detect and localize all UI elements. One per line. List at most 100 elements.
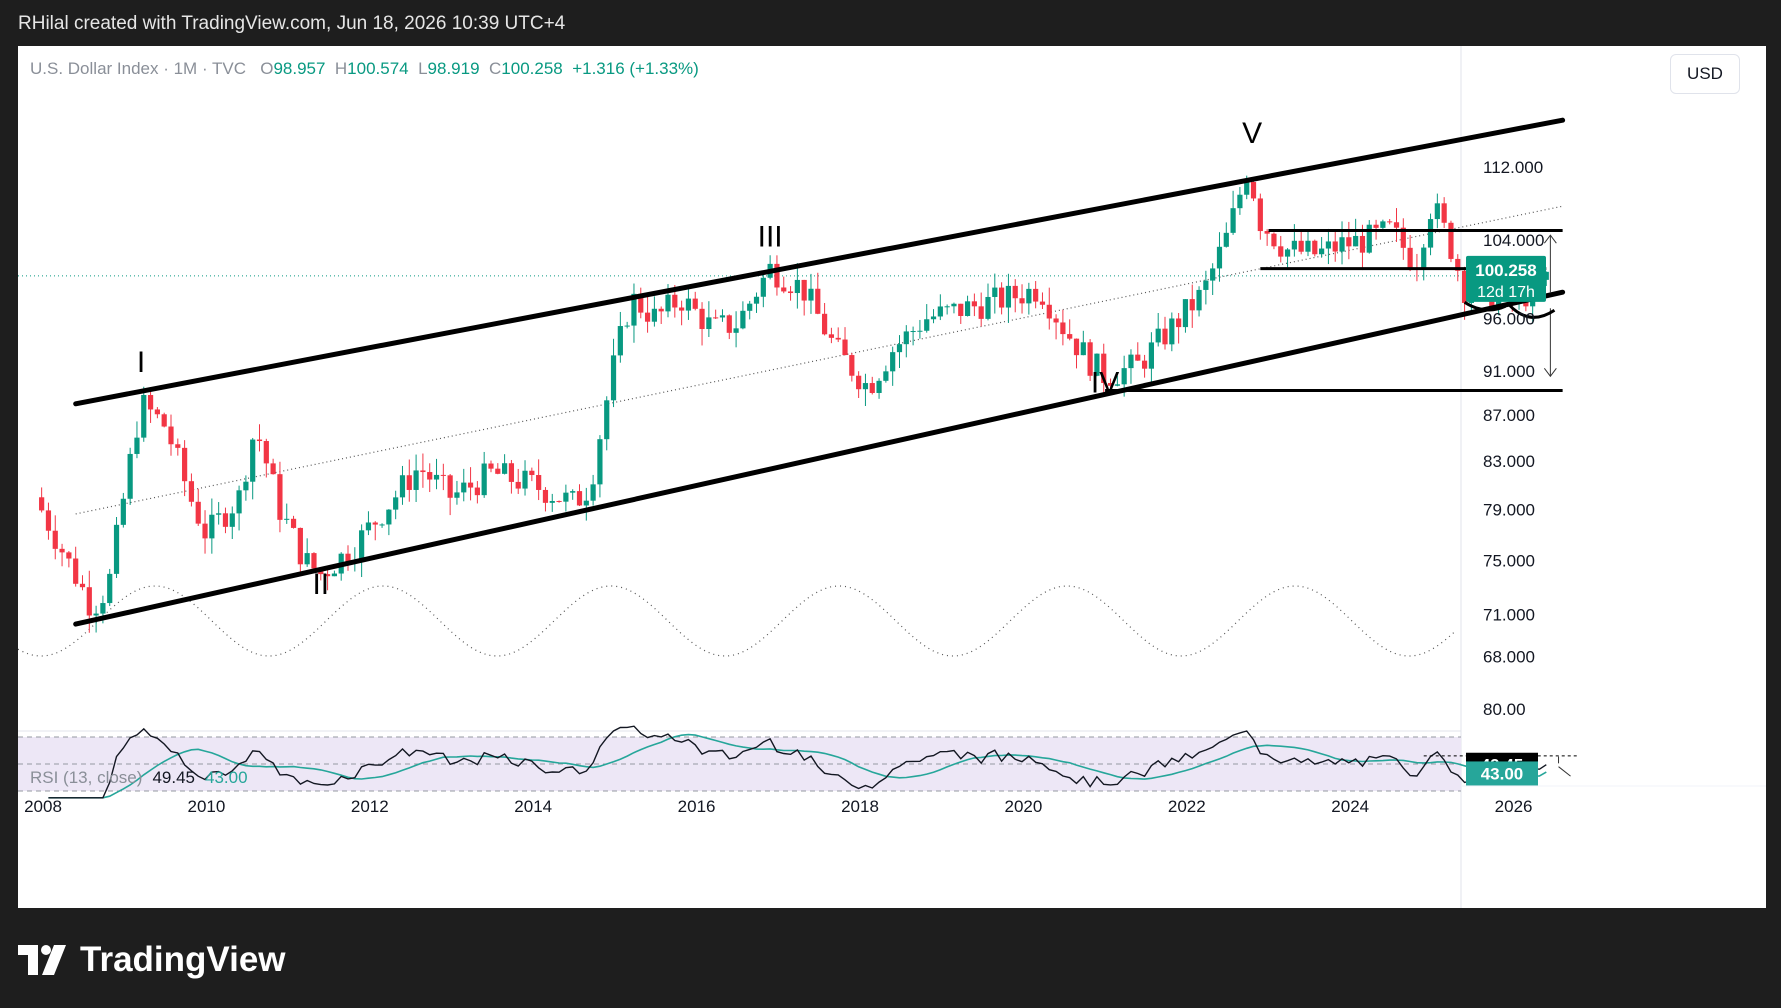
candle-body: [1155, 328, 1161, 343]
currency-button[interactable]: USD: [1670, 54, 1740, 94]
arrow-head-up: [1543, 234, 1557, 244]
candle-body: [175, 444, 181, 448]
candle-body: [978, 306, 984, 319]
candle-body: [154, 409, 160, 415]
candle-body: [324, 574, 331, 577]
candle-body: [270, 463, 276, 475]
candle-body: [910, 331, 916, 333]
candle-body: [1176, 318, 1182, 328]
candle-body: [1046, 304, 1052, 319]
candle-body: [740, 310, 746, 329]
candle-body: [372, 522, 378, 525]
candle-body: [570, 491, 576, 493]
open-value: 98.957: [273, 59, 326, 78]
candle-body: [1305, 240, 1311, 252]
candle-body: [1121, 368, 1127, 385]
candle-body: [1169, 318, 1175, 345]
candle-body: [713, 317, 719, 319]
candle-body: [168, 426, 174, 445]
candle-body: [1141, 360, 1148, 369]
candle-body: [1114, 384, 1120, 386]
candle-body: [222, 513, 229, 527]
symbol-legend: U.S. Dollar Index · 1M · TVC O98.957 H10…: [30, 59, 699, 79]
price-tag-value: 100.258: [1475, 261, 1536, 280]
low-label: L: [418, 59, 428, 78]
candle-body: [474, 487, 480, 496]
candle-body: [665, 294, 671, 312]
candle-body: [529, 470, 535, 476]
candle-body: [467, 482, 474, 488]
candle-body: [1291, 240, 1297, 250]
candle-body: [1380, 221, 1386, 228]
candle-body: [1332, 241, 1338, 252]
candle-body: [787, 291, 794, 294]
candle-body: [1441, 203, 1447, 223]
candle-body: [420, 470, 426, 473]
rsi-ma-tag: 43.00: [1481, 764, 1524, 783]
candle-body: [127, 453, 133, 499]
candle-body: [747, 303, 753, 311]
arc-left: [1463, 300, 1507, 312]
time-tick-label: 2026: [1495, 797, 1533, 816]
candle-body: [1461, 270, 1468, 303]
candle-body: [753, 296, 760, 304]
candle-body: [794, 279, 800, 294]
candle-body: [631, 293, 637, 326]
candle-body: [862, 383, 869, 390]
candle-body: [515, 481, 521, 489]
candle-body: [576, 491, 583, 506]
price-tick-label: 104.000: [1483, 231, 1544, 250]
time-tick-label: 2012: [351, 797, 389, 816]
candle-body: [719, 315, 726, 318]
candle-body: [1244, 181, 1250, 195]
candle-body: [1033, 288, 1039, 302]
candle-body: [100, 603, 106, 614]
candle-body: [406, 475, 412, 490]
candle-body: [1094, 353, 1100, 376]
candle-body: [502, 463, 508, 474]
candle-body: [1264, 231, 1270, 234]
candle-body: [597, 439, 603, 485]
candle-body: [1060, 322, 1066, 335]
candle-body: [883, 371, 889, 381]
candle-body: [195, 501, 201, 524]
chart-frame[interactable]: I II III IV V 112.000 104.000 96.000 91.000 87.0…: [18, 46, 1766, 908]
candle-body: [549, 500, 555, 503]
candle-body: [1400, 227, 1406, 248]
tradingview-logo: TradingView: [18, 940, 286, 980]
candle-body: [488, 463, 494, 469]
candle-body: [399, 475, 406, 498]
candle-body: [229, 513, 235, 527]
candle-body: [672, 294, 678, 308]
candle-body: [202, 523, 208, 539]
candle-body: [304, 553, 310, 565]
candle-body: [685, 298, 692, 311]
candle-body: [890, 352, 896, 372]
candle-body: [1203, 280, 1209, 290]
candle-body: [944, 306, 950, 308]
candle-body: [1319, 248, 1325, 255]
candle-body: [679, 307, 685, 311]
candle-body: [1543, 271, 1549, 280]
candle-body: [1087, 342, 1093, 376]
candle-body: [73, 558, 79, 584]
tradingview-logo-icon: [18, 945, 66, 975]
time-tick-label: 2022: [1168, 797, 1206, 816]
candle-body: [495, 468, 501, 474]
candle-body: [999, 287, 1005, 308]
candle-body: [1312, 240, 1318, 255]
candle-body: [141, 395, 147, 438]
candle-body: [1067, 334, 1073, 339]
wave-label: III: [758, 221, 783, 254]
time-tick-label: 2024: [1331, 797, 1369, 816]
candle-body: [454, 492, 460, 498]
candle-body: [1250, 181, 1257, 199]
candle-body: [1107, 383, 1114, 386]
candle-body: [644, 312, 651, 322]
rsi-ma-tag-box: [1466, 761, 1538, 786]
candle-body: [147, 395, 154, 410]
candle-body: [1230, 208, 1236, 233]
candle-body: [1005, 285, 1012, 308]
candle-body: [1427, 219, 1434, 248]
